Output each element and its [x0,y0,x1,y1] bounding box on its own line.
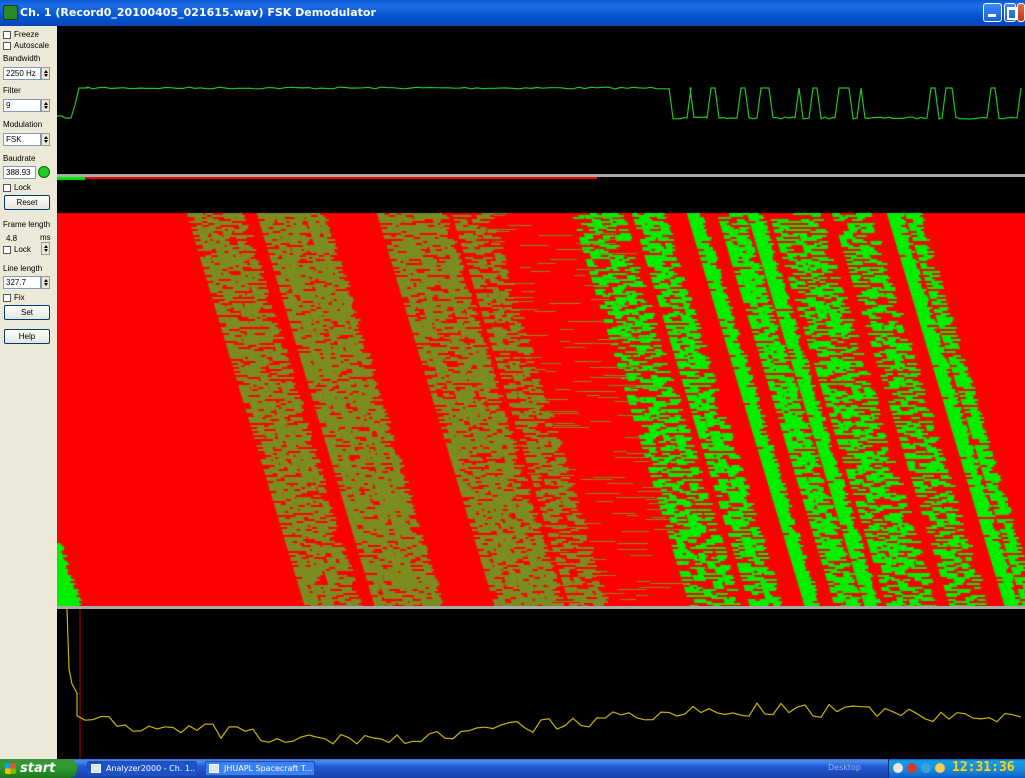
window-title: Ch. 1 (Record0_20100405_021615.wav) FSK … [20,6,376,19]
baud-lock-label: Lock [14,183,31,192]
windows-logo-icon [5,763,16,774]
messenger-icon[interactable] [921,763,931,773]
desktop-toolbar-label[interactable]: Desktop [828,763,861,772]
bandwidth-stepper[interactable] [41,67,50,80]
filter-label: Filter [3,86,21,95]
modulation-field[interactable]: FSK [3,133,41,146]
start-label: start [20,761,56,776]
bit-raster-canvas [57,177,1025,606]
volume-icon[interactable] [935,763,945,773]
freeze-checkbox[interactable] [3,31,11,39]
taskbar-item-analyzer[interactable]: Analyzer2000 - Ch. 1... [87,761,197,776]
bandwidth-field[interactable]: 2250 Hz [3,67,41,80]
sync-indicator-icon [38,166,50,178]
taskbar-item-label: JHUAPL Spacecraft T... [224,764,313,773]
autoscale-checkbox[interactable] [3,42,11,50]
system-tray: 12:31:36 [888,759,1025,778]
waveform-scope [57,86,1022,120]
close-button[interactable] [1017,3,1025,22]
fix-label: Fix [14,293,25,302]
autoscale-label: Autoscale [14,41,50,50]
taskbar-item-browser[interactable]: JHUAPL Spacecraft T... [205,761,315,776]
browser-app-icon [209,764,219,773]
help-button[interactable]: Help [4,329,50,344]
minimize-button[interactable] [983,3,1002,22]
frame-length-field[interactable]: 4.8 [6,234,18,243]
frame-lock-label: Lock [14,245,31,254]
baudrate-label: Baudrate [3,154,36,163]
taskbar: start Analyzer2000 - Ch. 1... JHUAPL Spa… [0,759,1025,778]
filter-field[interactable]: 9 [3,99,41,112]
title-bar[interactable]: Ch. 1 (Record0_20100405_021615.wav) FSK … [0,0,1025,26]
scope-divider[interactable] [57,174,1025,177]
fix-checkbox[interactable] [3,294,11,302]
clock[interactable]: 12:31:36 [952,760,1015,775]
analyzer-app-icon [91,764,101,773]
security-icon[interactable] [907,763,917,773]
raster-divider[interactable] [57,606,1025,609]
set-button[interactable]: Set [4,305,50,320]
modulation-stepper[interactable] [41,133,50,146]
line-length-label: Line length [3,264,43,273]
reset-button[interactable]: Reset [4,195,50,210]
frame-lock-checkbox[interactable] [3,246,11,254]
taskbar-item-label: Analyzer2000 - Ch. 1... [106,764,197,773]
spectrum-trace [66,609,1022,745]
filter-stepper[interactable] [41,99,50,112]
modulation-label: Modulation [3,120,43,129]
line-length-field[interactable]: 327.7 [3,276,41,289]
control-panel: Freeze Autoscale Bandwidth 2250 Hz Filte… [0,26,57,759]
baud-lock-checkbox[interactable] [3,184,11,192]
freeze-label: Freeze [14,30,39,39]
start-button[interactable]: start [0,759,77,778]
app-icon [3,5,18,20]
baudrate-field[interactable]: 388.93 [3,166,36,179]
bit-raster-display [57,177,1025,606]
waveform-trace [57,86,1022,120]
maximize-button[interactable] [1004,3,1017,22]
frame-length-unit: ms [40,233,51,242]
frame-length-label: Frame length [3,220,51,229]
spectrum-plot [66,609,1022,759]
line-length-stepper[interactable] [41,276,50,289]
network-icon[interactable] [893,763,903,773]
bandwidth-label: Bandwidth [3,54,41,63]
frame-length-stepper[interactable] [41,242,50,255]
